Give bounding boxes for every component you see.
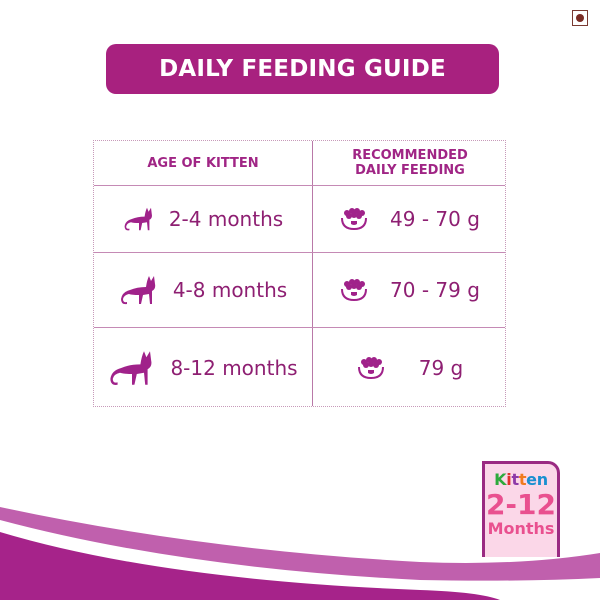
badge-letter: t xyxy=(518,470,527,489)
badge-letter: n xyxy=(536,470,548,489)
badge-letter: i xyxy=(506,470,512,489)
header-feeding-line1: RECOMMENDED xyxy=(352,148,468,163)
feeding-value: 49 - 70 g xyxy=(390,207,480,231)
non-veg-mark-icon xyxy=(572,10,588,26)
row-divider xyxy=(94,327,505,328)
badge-age-range: 2-12 xyxy=(485,488,557,521)
non-veg-dot xyxy=(576,14,584,22)
decorative-waves xyxy=(0,507,600,600)
table-row-feeding: 79 g xyxy=(313,328,507,408)
row-divider xyxy=(94,252,505,253)
food-bowl-icon xyxy=(341,208,368,231)
table-row-feeding: 70 - 79 g xyxy=(313,253,507,327)
badge-letter: e xyxy=(526,470,537,489)
column-divider xyxy=(312,141,313,406)
small-cat-icon xyxy=(124,207,152,231)
page-title: DAILY FEEDING GUIDE xyxy=(106,44,499,94)
feeding-value: 70 - 79 g xyxy=(390,278,480,302)
large-cat-icon xyxy=(110,351,152,385)
row-divider xyxy=(94,185,505,186)
table-row-age: 2-4 months xyxy=(94,186,312,252)
food-bowl-icon xyxy=(341,279,368,302)
header-age: AGE OF KITTEN xyxy=(94,141,312,185)
age-value: 8-12 months xyxy=(170,356,298,380)
badge-kitten-label: Kitten xyxy=(494,470,548,489)
table-row-feeding: 49 - 70 g xyxy=(313,186,507,252)
kitten-age-badge: Kitten 2-12 Months xyxy=(482,461,560,557)
age-value: 2-4 months xyxy=(168,207,284,231)
table-row-age: 8-12 months xyxy=(94,328,312,408)
header-age-label: AGE OF KITTEN xyxy=(147,155,259,171)
age-value: 4-8 months xyxy=(172,278,288,302)
table-row-age: 4-8 months xyxy=(94,253,312,327)
badge-letter: t xyxy=(511,470,519,489)
header-feeding-line2: DAILY FEEDING xyxy=(355,163,465,178)
feeding-value: 79 g xyxy=(418,356,464,380)
header-feeding: RECOMMENDED DAILY FEEDING xyxy=(313,141,507,185)
badge-letter: K xyxy=(494,470,507,489)
badge-unit: Months xyxy=(487,519,555,538)
food-bowl-icon xyxy=(357,357,384,380)
feeding-table: AGE OF KITTEN RECOMMENDED DAILY FEEDING … xyxy=(93,140,506,407)
medium-cat-icon xyxy=(120,276,156,305)
